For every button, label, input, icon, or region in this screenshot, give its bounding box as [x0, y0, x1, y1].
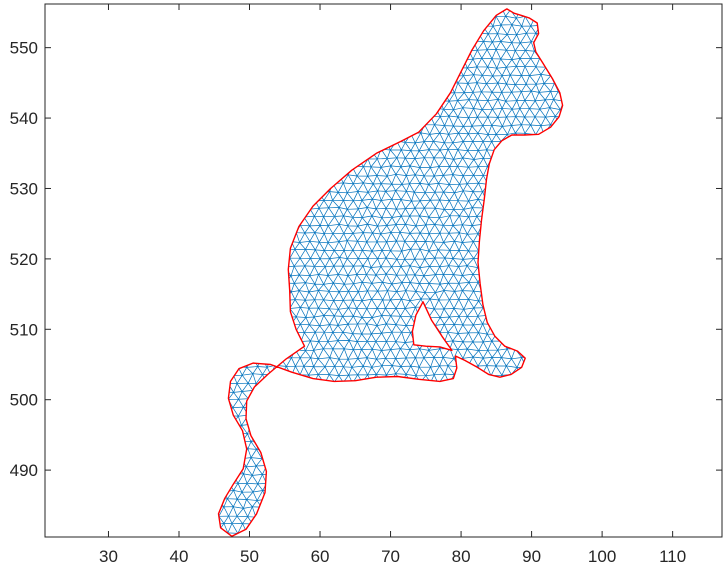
x-tick-label: 110: [659, 547, 686, 566]
hole-outline: [411, 301, 453, 352]
y-tick-label: 510: [10, 320, 38, 339]
x-tick-label: 40: [170, 547, 189, 566]
boundary-outline: [217, 8, 564, 537]
y-tick-label: 490: [10, 461, 38, 480]
y-tick-label: 540: [10, 109, 38, 128]
x-tick-label: 60: [311, 547, 330, 566]
y-tick-label: 500: [10, 391, 38, 410]
x-tick-label: 80: [452, 547, 471, 566]
y-tick-label: 520: [10, 250, 38, 269]
x-tick-label: 100: [588, 547, 616, 566]
axes-box: [44, 3, 723, 538]
y-tick-label: 530: [10, 179, 38, 198]
x-tick-label: 50: [240, 547, 259, 566]
x-tick-label: 90: [522, 547, 541, 566]
y-tick-label: 550: [10, 39, 38, 58]
x-tick-label: 30: [99, 547, 118, 566]
x-tick-label: 70: [381, 547, 400, 566]
x-axis-ticks: 30 40 50 60 70 80 90 100 110: [99, 4, 686, 566]
y-axis-ticks: 490 500 510 520 530 540 550: [10, 39, 722, 480]
